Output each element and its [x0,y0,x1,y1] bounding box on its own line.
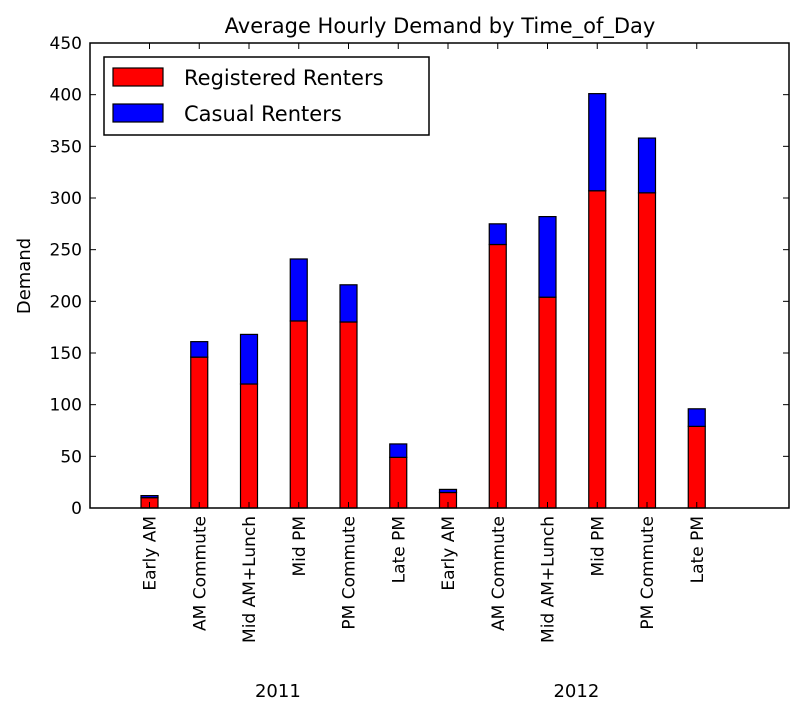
x-tick-label: Early AM [141,516,161,591]
x-tick-label: Late PM [389,516,409,583]
bar-casual [339,284,358,323]
x-tick-label: Late PM [688,516,708,583]
y-tick-label: 200 [50,292,82,312]
x-tick-label: Mid PM [290,516,310,577]
y-tick-label: 100 [50,396,82,416]
bar-casual [687,408,706,427]
x-tick-label: Mid AM+Lunch [240,516,260,643]
y-tick-label: 400 [50,86,82,106]
legend-swatch [112,103,164,123]
y-tick-label: 450 [50,34,82,54]
x-tick-label: AM Commute [190,516,210,631]
x-tick-label: AM Commute [489,516,509,631]
bar-registered [687,425,706,509]
y-tick-label: 350 [50,137,82,157]
bar-casual [488,223,507,246]
y-tick-label: 150 [50,344,82,364]
x-tick-label: Early AM [439,516,459,591]
bar-registered [488,243,507,509]
bar-registered [190,356,209,509]
bar-casual [389,443,408,458]
bar-casual [438,488,458,494]
bar-casual [239,333,259,385]
bar-registered [289,320,308,509]
legend-label: Registered Renters [184,66,384,90]
legend-label: Casual Renters [184,102,342,126]
plot-frame [89,42,790,509]
bar-registered [239,383,259,509]
bar-casual [190,341,209,358]
bar-registered [389,456,408,509]
group-label: 2012 [553,681,599,702]
y-tick-label: 250 [50,241,82,261]
legend-swatch [112,67,164,87]
bar-casual [637,137,657,194]
x-tick-label: PM Commute [340,516,360,630]
y-axis-label: Demand [14,238,35,314]
y-tick-label: 0 [71,499,82,519]
bar-registered [339,321,358,509]
group-label: 2011 [255,681,301,702]
y-tick-label: 300 [50,189,82,209]
bar-casual [289,258,308,322]
y-tick-label: 50 [60,447,82,467]
x-tick-label: Mid AM+Lunch [539,516,559,643]
chart-title: Average Hourly Demand by Time_of_Day [225,14,656,39]
bar-registered [588,190,607,509]
bar-registered [637,192,657,509]
bar-casual [140,495,159,499]
x-tick-label: Mid PM [588,516,608,577]
x-tick-label: PM Commute [638,516,658,630]
legend: Registered Renters Casual Renters [103,56,430,136]
bar-registered [538,296,557,509]
plot-area: 0 50 100 150 200 250 300 350 400 450 Early AM AM Co… [50,34,789,702]
bar-casual [588,93,607,192]
bar-casual [538,216,557,298]
